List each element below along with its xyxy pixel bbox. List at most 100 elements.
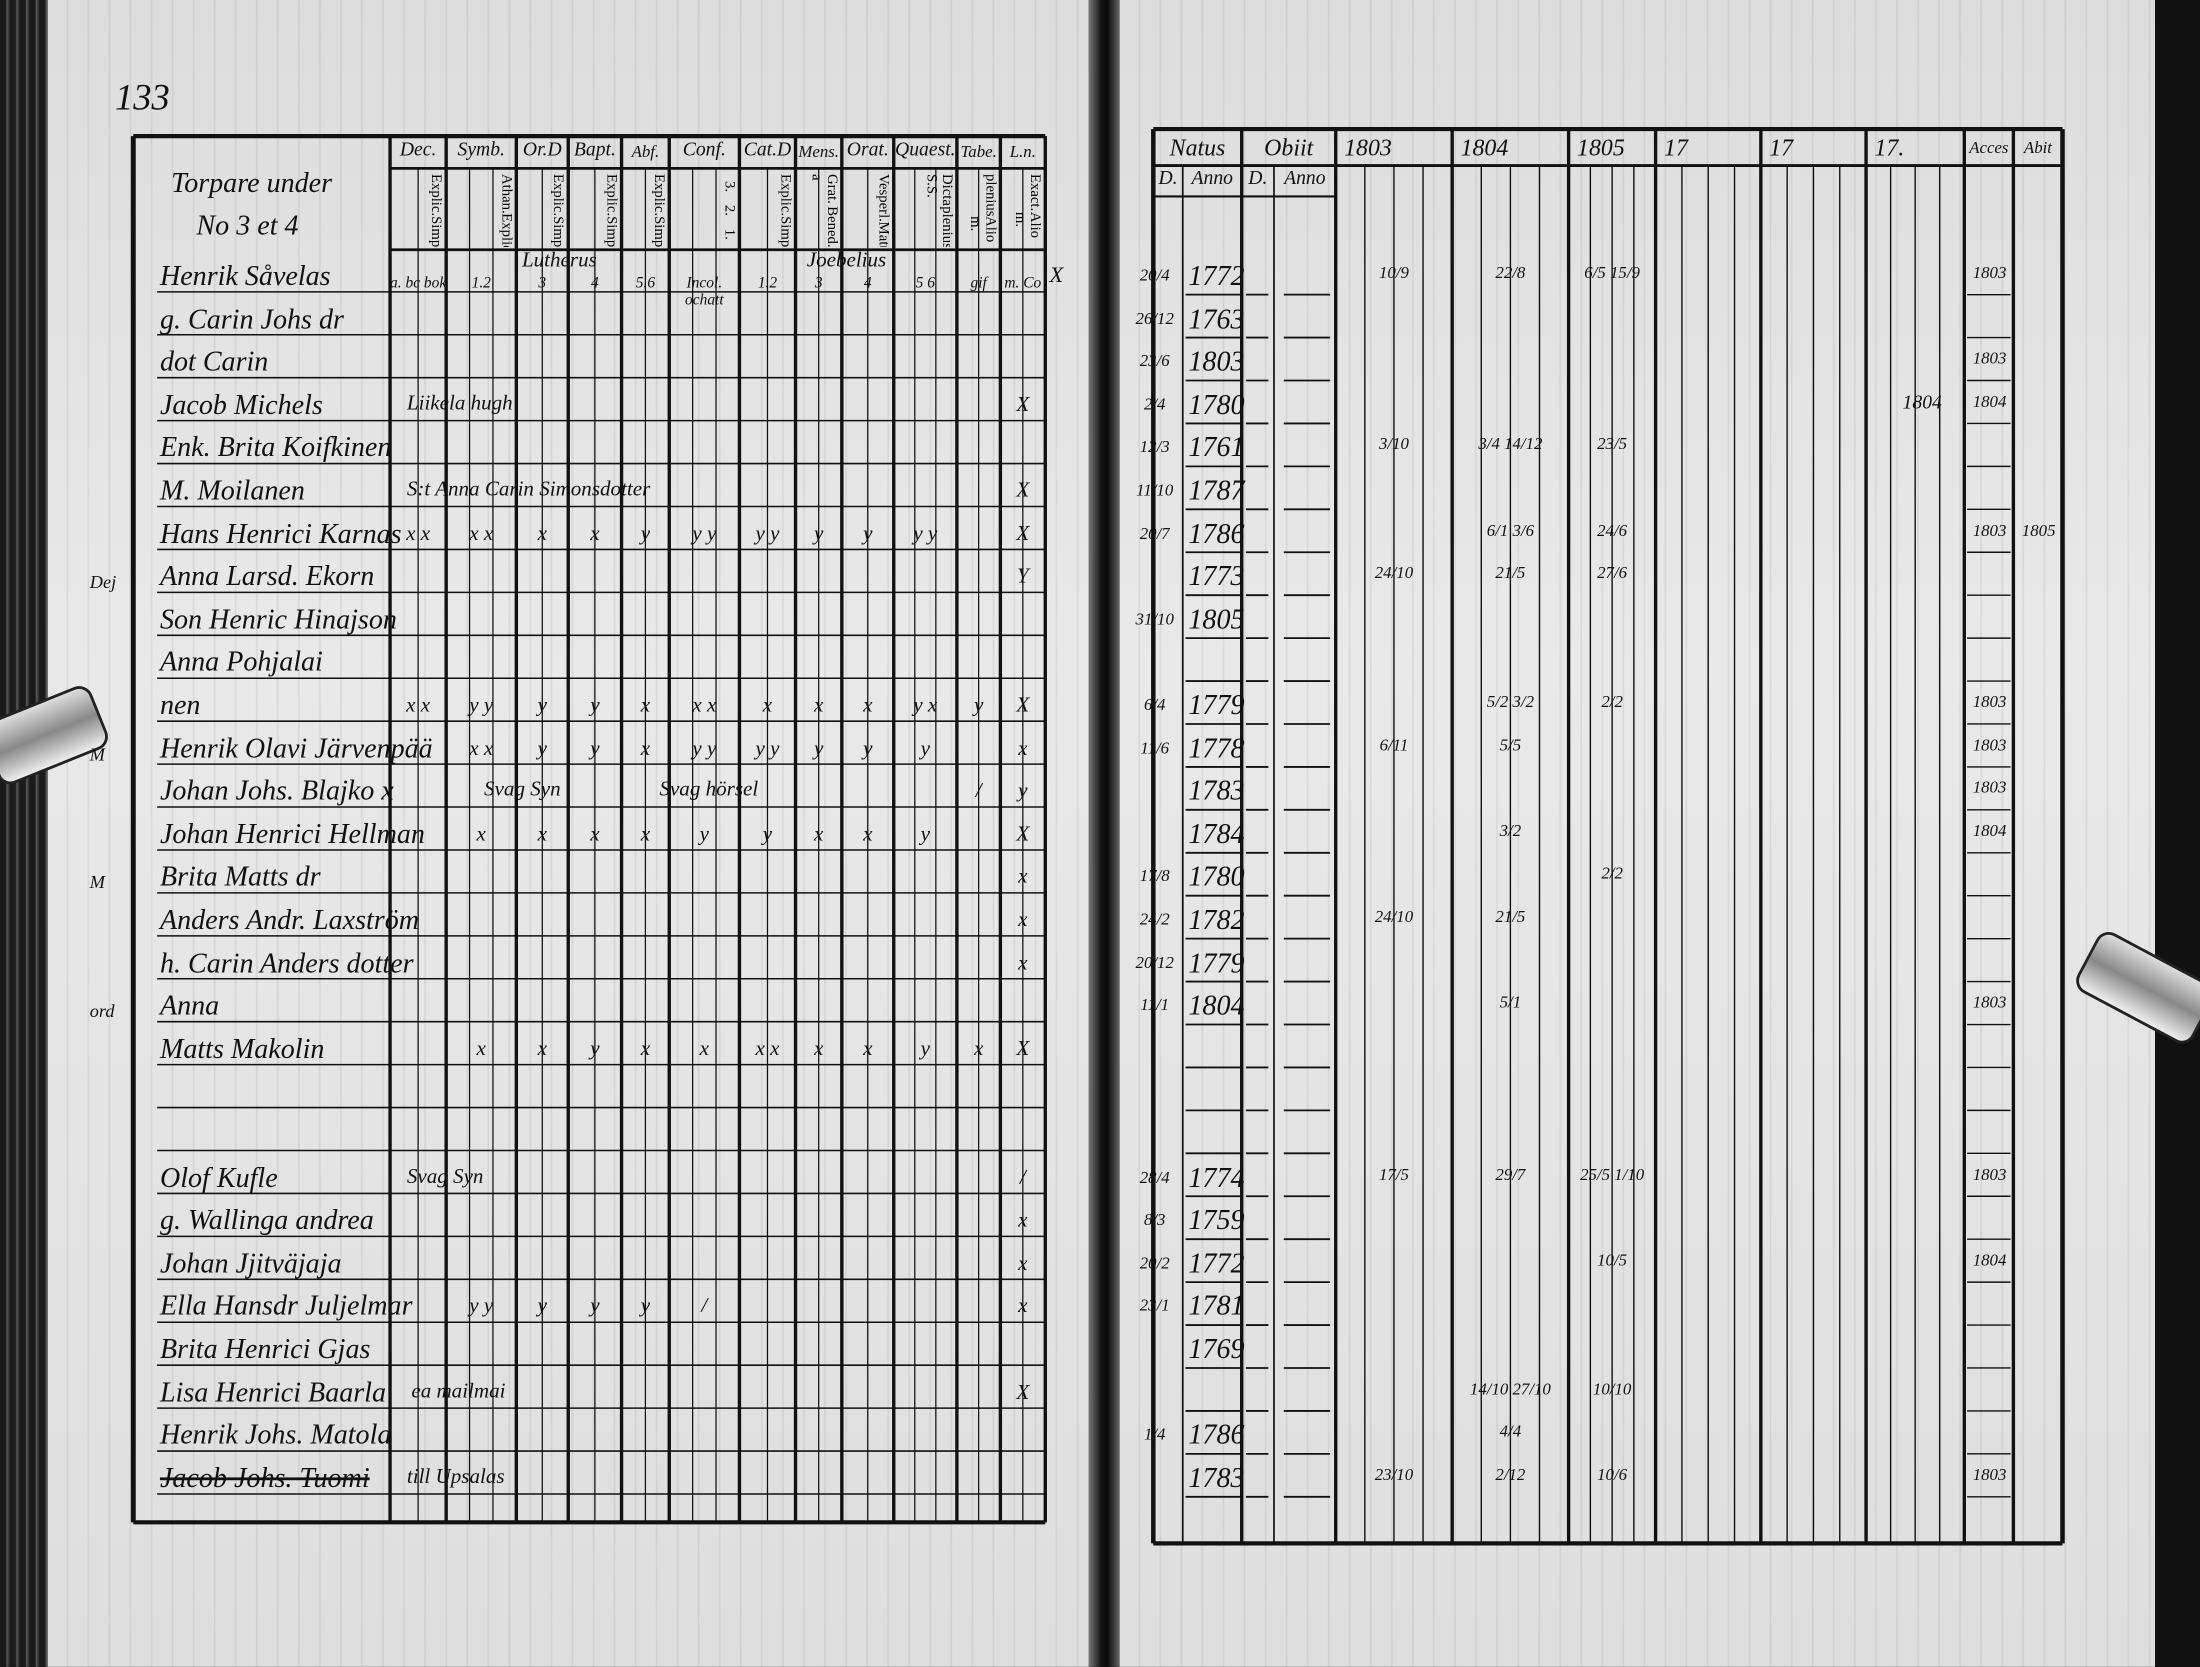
birth-day: 20/2 bbox=[1139, 1252, 1170, 1273]
column-subheader: Bened. bbox=[823, 205, 840, 247]
birth-year: 1761 bbox=[1188, 432, 1245, 464]
column-subheaders: 3. 2. 1. bbox=[672, 174, 737, 247]
abit-note: 1805 bbox=[2021, 519, 2056, 540]
attendance-mark: m. Co bbox=[1004, 274, 1042, 292]
column-subheader: Matut. bbox=[875, 221, 891, 247]
column-header: Quaest. bbox=[895, 140, 956, 162]
section-heading: No 3 et 4 bbox=[196, 210, 299, 242]
attendance-mark: y bbox=[590, 694, 600, 717]
exam-date: 6/1 3/6 bbox=[1486, 519, 1535, 540]
person-name: Henrik Såvelas bbox=[159, 260, 331, 292]
birth-day: 23/6 bbox=[1139, 351, 1170, 371]
person-name: Anna Larsd. Ekorn bbox=[159, 561, 375, 593]
person-name: Jacob Johs. Tuomi bbox=[159, 1463, 370, 1494]
attendance-mark: y bbox=[590, 1037, 600, 1061]
attendance-mark: X bbox=[1016, 479, 1030, 503]
column-header: Mens. bbox=[798, 141, 840, 162]
column-subheader: Alio m. bbox=[1011, 211, 1043, 238]
attendance-mark: x bbox=[640, 823, 651, 846]
attendance-mark: 3 bbox=[538, 274, 547, 292]
attendance-mark: x bbox=[863, 694, 873, 717]
column-subheaders: Explic. Simpl. bbox=[742, 174, 793, 247]
birth-day: 26/12 bbox=[1135, 308, 1174, 328]
column-header: Abit bbox=[2023, 137, 2052, 158]
column-header: Abf. bbox=[631, 141, 660, 162]
birth-year: 1786 bbox=[1188, 1420, 1245, 1452]
attendance-mark: x x bbox=[406, 522, 431, 546]
attendance-mark: y bbox=[762, 823, 773, 846]
attendance-mark: y bbox=[590, 737, 600, 760]
exam-date: 3/10 bbox=[1378, 434, 1409, 454]
column-subheader: Simpl. bbox=[427, 216, 444, 247]
exam-date: 22/8 bbox=[1495, 262, 1526, 283]
birth-day: 12/3 bbox=[1139, 436, 1170, 457]
acces-note: 1803 bbox=[1972, 691, 2007, 712]
person-name: Son Henric Hinajson bbox=[159, 604, 397, 636]
column-subheader: Dicta S.S. bbox=[923, 173, 955, 206]
column-subheader: Explic. bbox=[651, 173, 667, 217]
column-subheaders: Athan.Explic.Simpl. bbox=[449, 174, 513, 247]
book-edge bbox=[0, 0, 48, 1667]
attendance-mark: y bbox=[640, 1295, 651, 1319]
attendance-mark: x bbox=[699, 1037, 710, 1061]
attendance-mark: x bbox=[813, 1037, 824, 1061]
row-note: till Upsalas bbox=[406, 1465, 505, 1489]
column-header: L.n. bbox=[1009, 141, 1036, 162]
birth-day: 20/7 bbox=[1139, 522, 1170, 543]
column-subheader: Exact. bbox=[1027, 173, 1043, 212]
birth-day: 31/10 bbox=[1135, 608, 1174, 629]
attendance-mark: x x bbox=[469, 522, 494, 546]
birth-year: 1780 bbox=[1188, 862, 1245, 893]
attendance-mark: x bbox=[537, 522, 547, 546]
attendance-mark: / bbox=[975, 780, 982, 803]
attendance-mark: x x bbox=[755, 1037, 780, 1061]
column-subheader: Explic. bbox=[549, 173, 566, 217]
exam-date: 5/2 3/2 bbox=[1486, 691, 1535, 712]
birth-year: 1763 bbox=[1188, 303, 1245, 335]
exam-date: 3/2 bbox=[1499, 820, 1522, 841]
attendance-mark: Y bbox=[1016, 565, 1029, 589]
person-name: h. Carin Anders dotter bbox=[159, 947, 414, 979]
column-subheaders: Explic. Simpl. bbox=[624, 174, 666, 247]
attendance-mark: x bbox=[640, 694, 651, 717]
row-prefix: Dej bbox=[89, 571, 117, 593]
acces-note: 1804 bbox=[1972, 391, 2007, 411]
exam-date: 17/5 bbox=[1378, 1163, 1409, 1184]
acces-note: 1804 bbox=[1972, 820, 2007, 841]
attendance-mark: X bbox=[1016, 823, 1030, 846]
column-subheader: Simpl. bbox=[777, 216, 793, 247]
row-note: ea mailmai bbox=[411, 1380, 506, 1403]
column-subheaders: Grat. a Bened. bbox=[798, 174, 839, 247]
attendance-mark: y bbox=[863, 522, 873, 546]
column-subheader: 3. bbox=[721, 180, 737, 192]
person-name: Olof Kufle bbox=[159, 1162, 278, 1194]
birth-day: 11/6 bbox=[1140, 737, 1170, 758]
person-name: Johan Johs. Blajko x bbox=[159, 776, 394, 808]
column-subheader: Explic. bbox=[603, 173, 619, 217]
column-header: Tabe. bbox=[960, 141, 997, 162]
column-header: Or.D bbox=[522, 140, 562, 162]
attendance-mark: x bbox=[863, 1037, 873, 1061]
attendance-mark: y bbox=[973, 694, 984, 717]
exam-date: 5/5 bbox=[1499, 734, 1522, 755]
exam-date: 21/5 bbox=[1495, 562, 1526, 583]
exam-date: 29/7 bbox=[1495, 1163, 1526, 1184]
exam-date: 4/4 bbox=[1499, 1421, 1522, 1442]
attendance-mark: y y bbox=[755, 737, 780, 760]
person-name: Johan Jjitväjaja bbox=[159, 1248, 342, 1280]
birth-year: 1773 bbox=[1188, 561, 1245, 593]
birth-day: 23/1 bbox=[1139, 1295, 1170, 1316]
column-header: 1803 bbox=[1344, 134, 1392, 162]
column-header: Obiit bbox=[1264, 134, 1314, 162]
column-subheaders: Exact. Alio m. bbox=[1003, 173, 1043, 247]
attendance-mark: x bbox=[537, 823, 547, 846]
person-name: Anna Pohjalai bbox=[159, 647, 323, 679]
margin-note: 1804 bbox=[1902, 392, 1942, 414]
column-subheaders: Vesperl. Matut. bbox=[845, 174, 891, 247]
attendance-mark: x bbox=[640, 737, 651, 760]
acces-note: 1803 bbox=[1972, 348, 2007, 368]
attendance-mark: y bbox=[920, 823, 930, 846]
attendance-mark: x x bbox=[692, 694, 717, 717]
teacher-note: Lutherus bbox=[521, 249, 597, 273]
column-subheaders: Explic. Simpl. bbox=[393, 174, 444, 247]
